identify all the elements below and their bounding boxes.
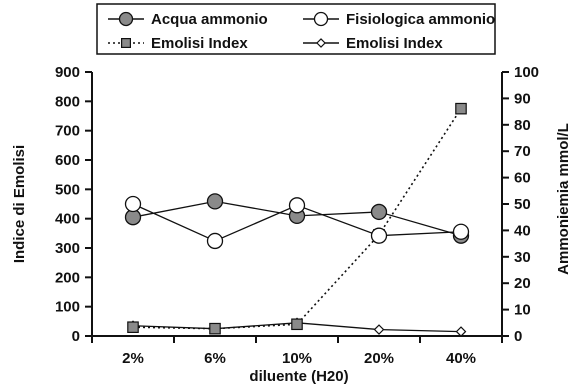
left-tick-label: 300: [55, 240, 80, 257]
right-tick-label: 50: [514, 196, 531, 213]
data-point: [452, 223, 470, 240]
series-1: [124, 195, 470, 250]
x-tick-label: 2%: [122, 350, 144, 367]
series-2-line: [132, 108, 462, 330]
series-layer: [124, 102, 470, 337]
data-point: [455, 326, 467, 337]
legend-label-3: Emolisi Index: [346, 35, 443, 52]
left-tick-label: 800: [55, 93, 80, 110]
right-axis-title: Ammoniemia mmol/L: [555, 123, 572, 275]
data-point: [127, 321, 139, 333]
x-tick-label: 10%: [282, 350, 312, 367]
right-tick-label: 70: [514, 143, 531, 160]
data-point: [209, 322, 221, 335]
legend-marker-2: [120, 37, 131, 48]
data-point: [455, 102, 467, 115]
data-point: [206, 232, 224, 250]
data-point: [124, 195, 142, 213]
data-point: [288, 197, 306, 214]
axes: 0 100 200 300 400 500 600 700 800 900 0 10 20 30 40 50 6…: [11, 64, 572, 385]
legend-label-0: Acqua ammonio: [151, 11, 268, 28]
data-point: [370, 227, 388, 244]
right-tick-label: 80: [514, 117, 531, 134]
legend: Acqua ammonio Fisiologica ammonio Emolisi …: [96, 3, 496, 55]
legend-label-2: Emolisi Index: [151, 35, 248, 52]
legend-marker-0: [118, 11, 134, 27]
right-tick-label: 30: [514, 249, 531, 266]
right-tick-label: 100: [514, 64, 539, 81]
right-tick-label: 10: [514, 302, 531, 319]
left-tick-label: 400: [55, 211, 80, 228]
right-tick-label: 40: [514, 222, 531, 239]
data-point: [291, 318, 303, 331]
left-tick-label: 200: [55, 269, 80, 286]
x-axis-title: diluente (H20): [249, 368, 348, 385]
legend-label-1: Fisiologica ammonio: [346, 11, 495, 28]
left-tick-label: 500: [55, 181, 80, 198]
left-tick-label: 700: [55, 123, 80, 140]
x-tick-label: 40%: [446, 350, 476, 367]
data-point: [373, 324, 385, 335]
data-point: [370, 203, 388, 221]
left-tick-label: 100: [55, 299, 80, 316]
right-tick-label: 0: [514, 328, 522, 345]
right-tick-label: 90: [514, 90, 531, 107]
legend-marker-3: [316, 38, 326, 48]
left-tick-label: 600: [55, 152, 80, 169]
x-tick-label: 20%: [364, 350, 394, 367]
right-tick-label: 20: [514, 275, 531, 292]
legend-marker-1: [313, 11, 329, 27]
left-axis-title: Indice di Emolisi: [11, 145, 28, 263]
left-tick-label: 900: [55, 64, 80, 81]
right-tick-label: 60: [514, 170, 531, 187]
left-tick-label: 0: [72, 328, 80, 345]
legend-box: [96, 3, 496, 55]
data-point: [206, 193, 224, 210]
x-tick-label: 6%: [204, 350, 226, 367]
